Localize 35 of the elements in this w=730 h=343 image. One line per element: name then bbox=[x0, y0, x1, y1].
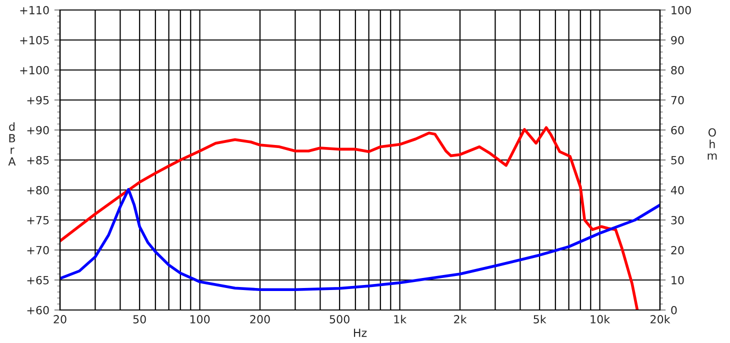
x-tick-label: 20 bbox=[54, 315, 66, 324]
y-tick-label: +105 bbox=[20, 36, 49, 44]
y-tick-label: +95 bbox=[27, 96, 49, 104]
y2-tick-label: 0 bbox=[671, 306, 677, 314]
y2-tick-label: 30 bbox=[671, 216, 684, 224]
y2-tick-label: 50 bbox=[671, 156, 684, 164]
y2-axis-title: Ohm bbox=[708, 128, 717, 160]
y-tick-label: +110 bbox=[20, 6, 49, 14]
x-tick-label: 200 bbox=[250, 315, 270, 324]
x-tick-label: 50 bbox=[133, 315, 146, 324]
y-tick-label: +70 bbox=[27, 246, 49, 254]
x-tick-label: 500 bbox=[330, 315, 350, 324]
y-axis-title: dBrA bbox=[8, 122, 16, 166]
y2-tick-label: 80 bbox=[671, 66, 684, 74]
y-tick-label: +90 bbox=[27, 126, 49, 134]
x-tick-label: 20k bbox=[650, 314, 670, 324]
x-tick-label: 2k bbox=[454, 314, 467, 324]
y2-tick-label: 70 bbox=[671, 96, 684, 104]
y2-tick-label: 10 bbox=[672, 276, 684, 284]
y-tick-label: +100 bbox=[20, 66, 49, 74]
x-tick-label: 100 bbox=[190, 315, 210, 324]
y-tick-label: +80 bbox=[27, 186, 49, 194]
y2-tick-label: 100 bbox=[672, 6, 691, 14]
y-tick-label: +85 bbox=[27, 156, 49, 164]
x-tick-label: 10k bbox=[590, 314, 610, 324]
y2-tick-label: 40 bbox=[670, 186, 684, 194]
x-tick-label: 1k bbox=[394, 314, 407, 324]
y2-tick-label: 90 bbox=[671, 36, 684, 44]
y-tick-label: +65 bbox=[27, 276, 49, 284]
y2-tick-label: 20 bbox=[671, 246, 684, 254]
y2-tick-label: 60 bbox=[671, 126, 684, 134]
y-tick-label: +60 bbox=[27, 306, 49, 314]
x-axis-title: Hz bbox=[354, 328, 367, 337]
y-tick-label: +75 bbox=[27, 216, 49, 224]
x-tick-label: 5k bbox=[534, 314, 546, 324]
